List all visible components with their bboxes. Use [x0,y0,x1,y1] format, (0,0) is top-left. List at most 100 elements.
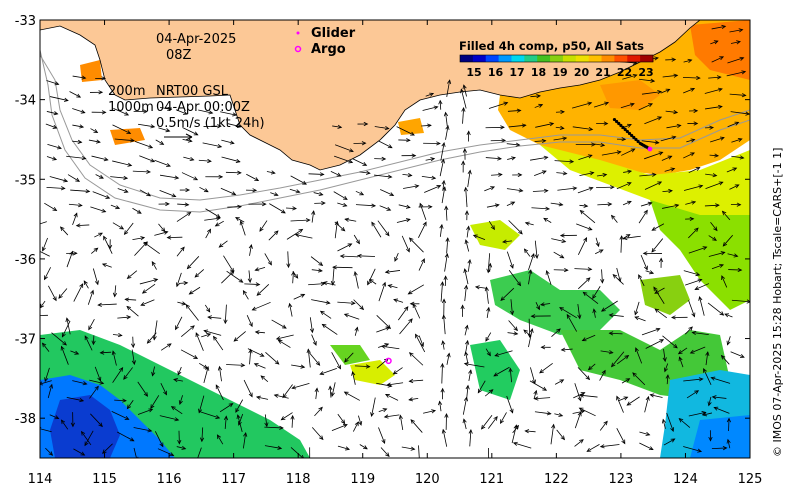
current-arrow-head [551,423,556,429]
current-arrow-head [98,90,104,95]
current-arrow-head [90,289,95,295]
current-arrow-shaft [444,253,448,272]
current-arrow-head [651,172,657,177]
current-arrow-shaft [639,174,656,177]
current-arrow-shaft [117,316,131,319]
colorbar-swatch [472,55,487,62]
current-arrow-shaft [204,217,220,221]
current-arrow-head [431,175,437,180]
current-arrow-head [259,227,264,232]
current-arrow-shaft [593,102,609,108]
current-arrow-head [319,435,324,441]
current-arrow-head [671,57,677,62]
current-arrow-head [126,315,132,320]
current-arrow-shaft [622,74,637,80]
current-arrow-head [659,257,664,263]
current-arrow-shaft [556,172,567,175]
current-arrow-head [691,330,697,336]
current-arrow-shaft [532,190,548,192]
current-arrow-head [739,155,745,160]
current-arrow-shaft [187,256,200,269]
current-arrow-shaft [154,231,168,236]
current-arrow-head [48,383,53,389]
current-arrow-head [676,123,682,129]
glider-position[interactable] [647,146,653,152]
current-arrow-head [79,398,85,403]
current-arrow-shaft [727,439,731,449]
colorbar-tick-label: 16 [488,66,504,79]
current-arrow-shaft [508,269,521,286]
current-arrow-shaft [256,396,269,400]
current-arrow-head [359,305,365,311]
current-arrow-head [73,212,78,218]
argo-float-marker[interactable] [385,357,392,365]
current-arrow-shaft [486,204,500,208]
current-arrow-head [410,446,416,451]
current-arrow-shaft [409,379,424,382]
current-arrow-shaft [714,407,730,414]
current-arrow-head [99,350,105,355]
colorbar-tick-label: 15 [466,66,481,79]
current-arrow-head [608,350,614,355]
current-arrow-shaft [378,408,387,413]
current-arrow-shaft [158,223,166,232]
current-arrow-shaft [227,123,241,128]
current-arrow-shaft [173,379,184,382]
current-arrow-shaft [580,210,596,224]
current-arrow-head [521,123,527,128]
current-arrow-head [543,155,549,160]
current-arrow-head [579,439,584,444]
current-arrow-shaft [332,268,335,285]
current-arrow-shaft [385,394,399,401]
current-arrow-head [350,301,356,306]
current-arrow-shaft [530,95,541,98]
current-arrow-head [585,375,591,381]
current-arrow-head [169,452,175,457]
current-arrow-head [542,386,548,391]
current-arrow-head [52,124,58,129]
current-arrow-head [277,445,283,450]
current-arrow-head [442,186,447,192]
current-arrow-shaft [396,126,415,136]
current-arrow-shaft [683,88,695,94]
current-arrow-head [141,289,147,294]
current-arrow-shaft [534,104,543,108]
current-arrow-head [259,352,265,357]
current-arrow-shaft [690,346,706,354]
current-arrow-shaft [638,103,653,111]
current-arrow-head [463,396,469,402]
current-arrow-head [123,188,129,193]
current-arrow-shaft [705,173,717,177]
current-arrow-head [674,203,680,208]
current-arrow-head [273,192,279,197]
current-arrow-head [217,124,222,129]
current-arrow-head [600,307,606,312]
current-arrow-head [193,354,199,359]
current-arrow-shaft [51,332,67,346]
current-arrow-shaft [76,224,90,227]
current-arrow-shaft [703,368,712,386]
current-arrow-shaft [287,251,289,268]
current-arrow-shaft [182,139,192,142]
current-arrow-head [738,28,744,33]
current-arrow-shaft [159,107,172,110]
current-arrow-shaft [45,447,53,456]
current-arrow-shaft [123,367,133,380]
current-arrow-shaft [160,343,172,351]
current-arrow-shaft [147,332,157,344]
current-arrow-shaft [727,57,744,64]
current-arrow-head [500,419,504,425]
current-arrow-head [419,202,424,208]
current-arrow-shaft [60,226,69,236]
colorbar-labels: 15 16 17 18 19 20 21 22 23 [466,66,653,79]
current-arrow-head [207,228,211,234]
current-arrow-shaft [574,268,592,270]
current-arrow-shaft [500,412,507,424]
current-arrow-head [648,446,654,451]
current-arrow-shaft [525,222,534,226]
current-arrow-head [299,454,304,458]
current-arrow-head [256,291,262,296]
current-arrow-shaft [486,287,489,304]
current-arrow-head [698,295,703,301]
current-arrow-head [143,392,148,397]
